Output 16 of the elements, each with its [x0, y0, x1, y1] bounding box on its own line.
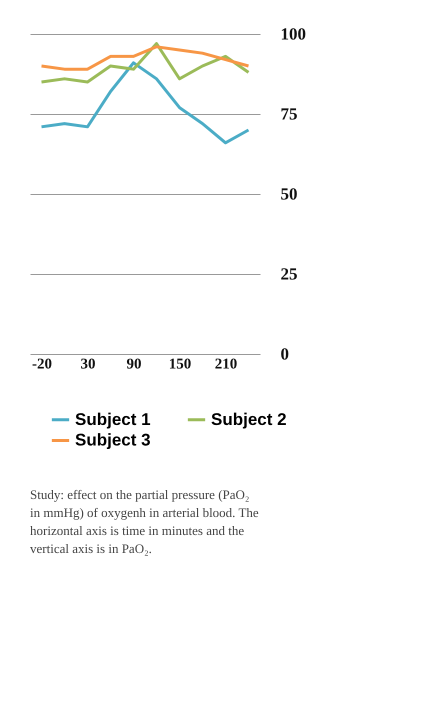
x-tick-label: 90: [126, 356, 142, 372]
x-tick-label: 210: [214, 356, 238, 372]
y-tick-label: 0: [280, 344, 289, 364]
legend-label: Subject 2: [211, 410, 287, 429]
line-series: [40, 45, 250, 71]
y-tick-label: 50: [280, 184, 298, 204]
y-tick-label: 75: [280, 104, 298, 124]
x-tick-label: 150: [168, 356, 192, 372]
line-series: [40, 61, 250, 144]
x-tick-label: -20: [32, 356, 52, 372]
y-tick-label: 25: [280, 264, 298, 284]
legend-label: Subject 1: [75, 410, 151, 429]
legend-label: Subject 3: [75, 430, 151, 450]
x-tick-label: 30: [80, 356, 96, 372]
y-tick-label: 100: [280, 24, 306, 44]
text: Study: effect on the partial pressure (PaO₂ in mmHg) of oxygenh in arterial blood. The horizontal axis is time in minutes and the vertical axis is in PaO₂.: [30, 487, 259, 556]
